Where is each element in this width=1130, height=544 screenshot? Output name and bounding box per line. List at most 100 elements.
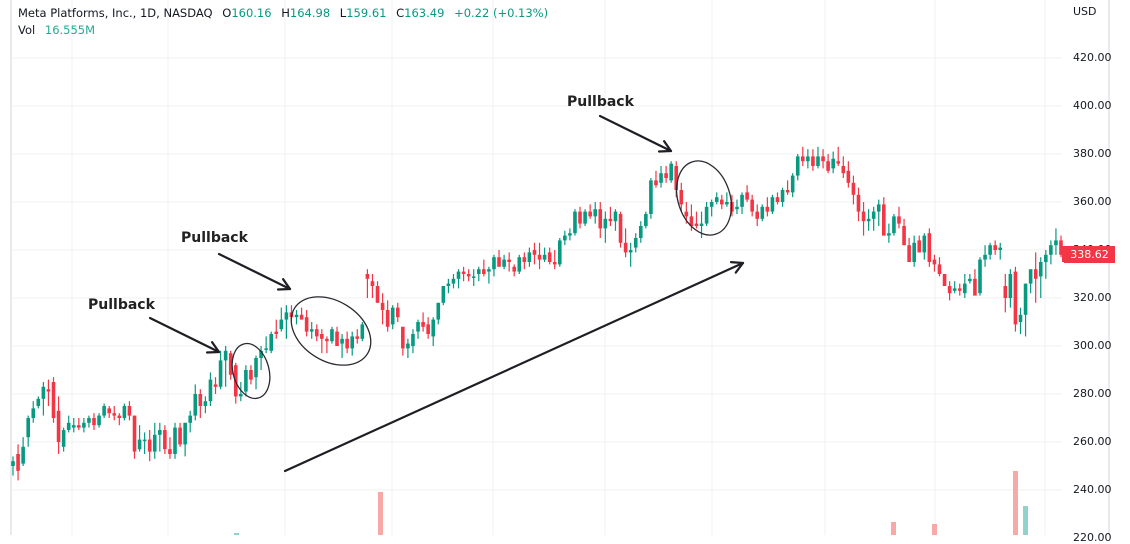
candle-up: [152, 434, 157, 452]
candle-up: [269, 334, 274, 351]
candle-up: [542, 254, 547, 260]
candle-down: [1033, 269, 1038, 279]
arrow-line: [217, 252, 292, 291]
candle-down: [902, 226, 906, 246]
candle-up: [406, 343, 410, 349]
candle-up: [137, 439, 142, 450]
candle-down: [466, 274, 471, 277]
candle-down: [370, 281, 375, 286]
candle-up: [659, 173, 663, 183]
candle-up: [279, 319, 284, 330]
candle-down: [851, 182, 856, 195]
arrow-head-icon: [729, 261, 745, 274]
candle-up: [806, 156, 810, 162]
pullback-label[interactable]: Pullback: [88, 297, 155, 313]
candle-down: [608, 218, 613, 222]
candle-up: [649, 180, 653, 214]
candle-up: [26, 418, 30, 438]
candle-up: [760, 206, 765, 219]
candle-up: [61, 430, 66, 447]
candle-down: [117, 415, 122, 418]
candle-down: [16, 454, 20, 471]
candle-down: [856, 194, 861, 212]
arrow-head-icon: [205, 341, 221, 354]
symbol-legend: Meta Platforms, Inc., 1D, NASDAQ O160.16…: [18, 5, 548, 39]
candle-up: [831, 158, 835, 169]
candle-down: [421, 322, 425, 327]
candle-down: [1059, 240, 1063, 255]
right-border: [1108, 0, 1110, 535]
candle-up: [173, 427, 177, 454]
candle-up: [264, 348, 268, 350]
candle-up: [709, 202, 714, 207]
candle-down: [836, 161, 841, 164]
candle-down: [664, 173, 668, 178]
candle-up: [912, 242, 916, 262]
candle-up: [638, 226, 643, 238]
candle-down: [380, 302, 385, 310]
candle-down: [927, 233, 932, 262]
volume-bar: [1023, 506, 1028, 535]
candle-down: [497, 257, 501, 267]
volume-bar: [378, 492, 383, 535]
candle-down: [395, 307, 400, 318]
symbol-title[interactable]: Meta Platforms, Inc., 1D, NASDAQ: [18, 6, 213, 20]
candle-down: [461, 271, 466, 274]
candle-up: [583, 211, 587, 224]
volume-bar: [932, 524, 937, 535]
candle-up: [983, 254, 987, 260]
candle-down: [618, 214, 623, 243]
candle-down: [77, 425, 81, 428]
candle-down: [198, 394, 203, 406]
candle-up: [254, 358, 258, 378]
candle-down: [107, 408, 111, 414]
candle-up: [11, 461, 15, 466]
volume-bar: [1013, 471, 1018, 535]
candle-down: [512, 266, 517, 272]
candle-up: [416, 322, 420, 332]
candle-up: [122, 406, 127, 418]
candle-down: [537, 254, 542, 260]
candle-up: [1038, 262, 1043, 277]
candle-up: [330, 329, 334, 342]
candle-down: [1013, 271, 1018, 325]
candle-up: [725, 202, 729, 205]
volume-label[interactable]: Vol: [18, 23, 36, 37]
candle-up: [1054, 240, 1058, 246]
candle-up: [390, 307, 395, 325]
candle-up: [193, 394, 198, 416]
pullback-label[interactable]: Pullback: [181, 230, 248, 246]
candle-up: [816, 156, 820, 166]
candle-down: [112, 413, 117, 416]
candle-down: [826, 161, 830, 171]
candle-up: [82, 422, 86, 428]
pullback-label[interactable]: Pullback: [567, 94, 634, 110]
pullback-ellipse: [231, 342, 271, 400]
candle-up: [21, 446, 25, 464]
currency-label[interactable]: USD: [1073, 5, 1097, 18]
price-tick-label: 360.00: [1073, 195, 1112, 208]
candle-down: [841, 166, 846, 174]
price-tick-label: 220.00: [1073, 531, 1112, 544]
candle-up: [309, 329, 314, 332]
candle-up: [492, 257, 496, 270]
candle-up: [259, 350, 263, 358]
candle-down: [213, 384, 218, 387]
candle-up: [1018, 314, 1023, 322]
candle-down: [942, 274, 947, 286]
candle-down: [132, 415, 137, 452]
candle-down: [401, 326, 405, 349]
candle-down: [507, 259, 511, 262]
candle-up: [71, 425, 76, 428]
candle-up: [31, 408, 36, 418]
arrow-head-icon: [657, 140, 673, 153]
candle-down: [917, 240, 922, 253]
candle-down: [932, 259, 937, 265]
candle-up: [517, 257, 522, 272]
candle-down: [532, 250, 537, 255]
candle-up: [770, 197, 775, 212]
candle-down: [547, 252, 552, 262]
candle-up: [41, 386, 46, 399]
